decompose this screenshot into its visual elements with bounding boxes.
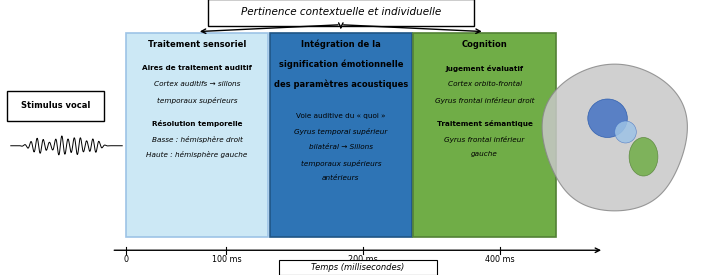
Text: 400 ms: 400 ms	[485, 255, 515, 264]
Text: Haute : hémisphère gauche: Haute : hémisphère gauche	[147, 152, 247, 158]
Text: Cognition: Cognition	[462, 40, 508, 49]
Text: Gyrus frontal inférieur droit: Gyrus frontal inférieur droit	[435, 97, 534, 103]
Text: Cortex auditifs → sillons: Cortex auditifs → sillons	[154, 81, 240, 87]
Text: des paramètres acoustiques: des paramètres acoustiques	[274, 79, 408, 89]
Text: temporaux supérieurs: temporaux supérieurs	[301, 160, 381, 167]
Bar	[270, 33, 412, 236]
Text: Cortex orbito-frontal: Cortex orbito-frontal	[447, 81, 522, 87]
Text: Stimulus vocal: Stimulus vocal	[21, 101, 91, 110]
FancyBboxPatch shape	[208, 0, 474, 26]
Bar	[279, 260, 437, 275]
Bar	[126, 33, 268, 236]
Ellipse shape	[615, 121, 636, 143]
Text: antérieurs: antérieurs	[322, 175, 360, 181]
Text: signification émotionnelle: signification émotionnelle	[278, 60, 403, 69]
Text: Pertinence contextuelle et individuelle: Pertinence contextuelle et individuelle	[241, 7, 441, 17]
Text: Voie auditive du « quoi »: Voie auditive du « quoi »	[296, 113, 385, 119]
Text: 0: 0	[124, 255, 128, 264]
Text: Intégration de la: Intégration de la	[301, 40, 380, 50]
Text: gauche: gauche	[471, 152, 498, 157]
Text: temporaux supérieurs: temporaux supérieurs	[157, 97, 237, 103]
Text: Aires de traitement auditif: Aires de traitement auditif	[142, 65, 252, 71]
Bar	[7, 91, 104, 121]
Bar	[413, 33, 556, 236]
Text: Traitement sémantique: Traitement sémantique	[436, 120, 533, 127]
Ellipse shape	[629, 138, 658, 176]
Text: bilatéral → Sillons: bilatéral → Sillons	[308, 144, 373, 150]
Text: 200 ms: 200 ms	[348, 255, 378, 264]
Text: 100 ms: 100 ms	[211, 255, 242, 264]
Text: Basse : hémisphère droit: Basse : hémisphère droit	[152, 136, 242, 143]
Text: Gyrus frontal inférieur: Gyrus frontal inférieur	[444, 136, 525, 143]
Text: Temps (millisecondes): Temps (millisecondes)	[311, 263, 404, 272]
Text: Traitement sensoriel: Traitement sensoriel	[148, 40, 246, 49]
Text: Gyrus temporal supérieur: Gyrus temporal supérieur	[294, 128, 388, 135]
Ellipse shape	[587, 99, 627, 138]
Polygon shape	[542, 64, 687, 211]
Text: Résolution temporelle: Résolution temporelle	[152, 120, 242, 127]
Text: Jugement évaluatif: Jugement évaluatif	[446, 65, 523, 72]
